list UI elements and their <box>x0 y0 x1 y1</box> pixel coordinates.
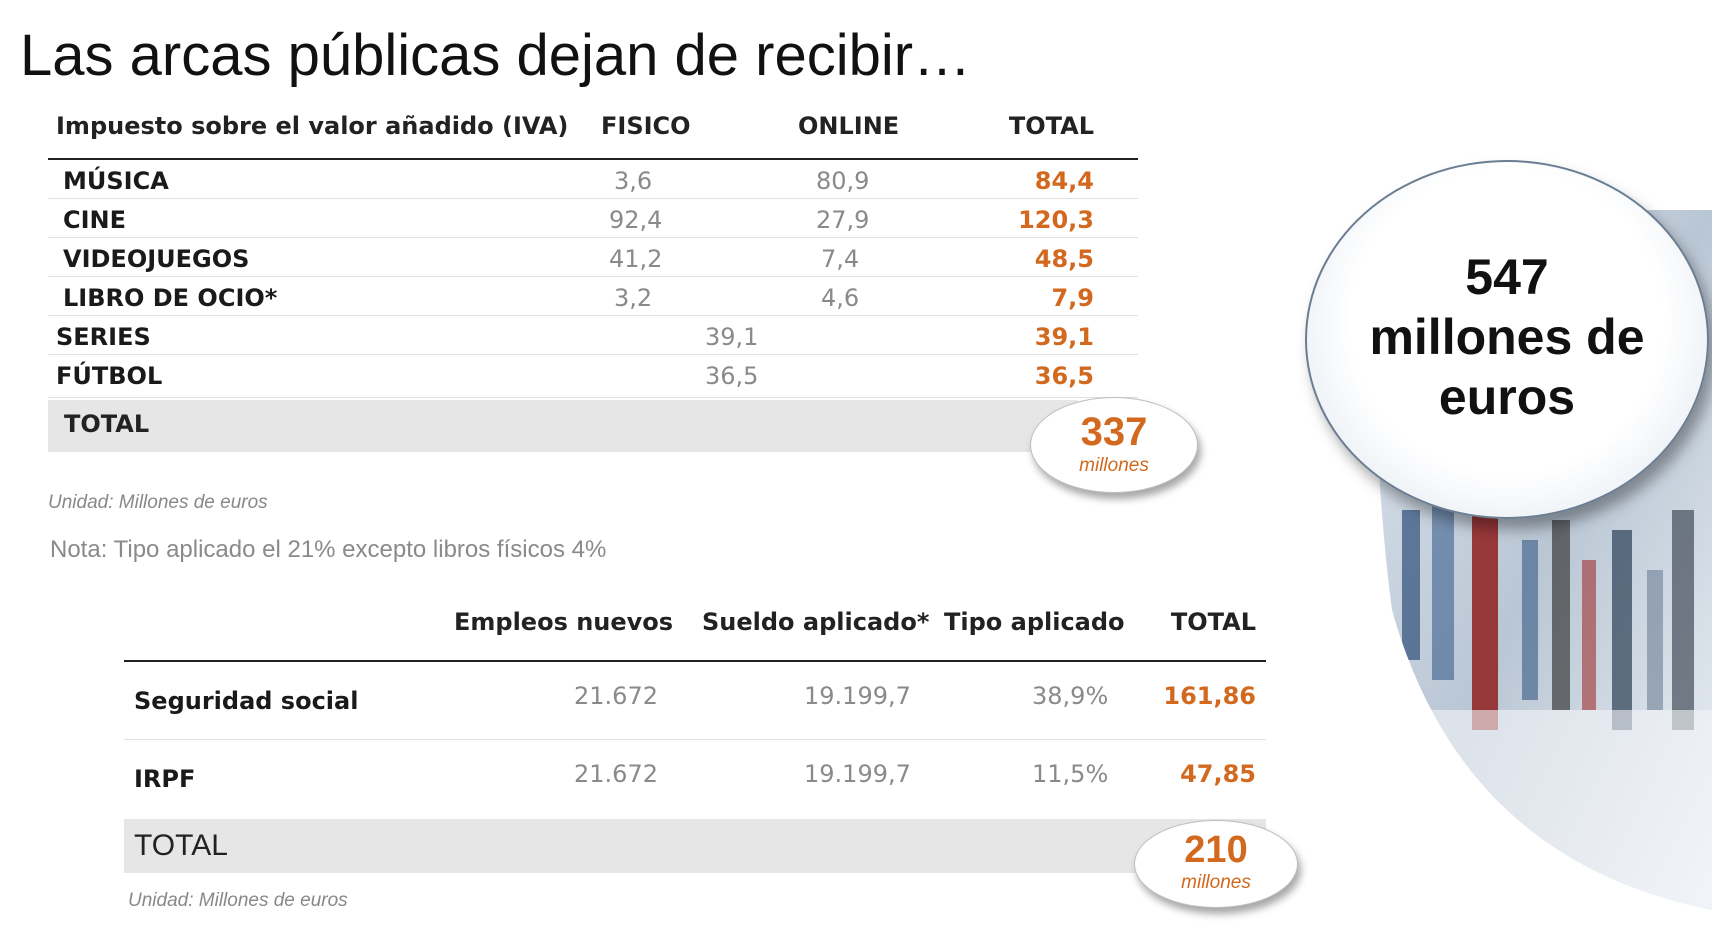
ss-total-bubble: 210 millones <box>1134 820 1298 908</box>
row-label: FÚTBOL <box>56 362 163 390</box>
header-sueldo: Sueldo aplicado* <box>702 608 930 636</box>
table-row: SERIES 39,1 39,1 <box>48 316 1138 355</box>
row-total: 47,85 <box>1180 760 1256 788</box>
row-tipo: 38,9% <box>1032 682 1109 710</box>
page-title: Las arcas públicas dejan de recibir… <box>20 23 972 88</box>
row-label: LIBRO DE OCIO* <box>63 284 278 312</box>
header-fisico: FISICO <box>601 112 691 140</box>
row-label: VIDEOJUEGOS <box>63 245 250 273</box>
iva-total-value: 337 <box>1080 410 1148 454</box>
row-label: CINE <box>63 206 127 234</box>
ss-total-value: 210 <box>1184 829 1248 871</box>
ss-table-header: Empleos nuevos Sueldo aplicado* Tipo apl… <box>124 600 1266 662</box>
row-fisico: 3,6 <box>614 167 653 195</box>
iva-total-bubble: 337 millones <box>1030 397 1198 493</box>
row-tipo: 11,5% <box>1032 760 1109 788</box>
table-row: VIDEOJUEGOS 41,2 7,4 48,5 <box>48 238 1138 277</box>
iva-unit-note: Unidad: Millones de euros <box>48 492 268 513</box>
row-label: Seguridad social <box>134 687 359 715</box>
row-empleos: 21.672 <box>574 760 658 788</box>
ss-table: Empleos nuevos Sueldo aplicado* Tipo apl… <box>124 600 1266 873</box>
summary-value: 547 <box>1465 249 1549 305</box>
ss-total-label: TOTAL <box>134 829 228 862</box>
row-empleos: 21.672 <box>574 682 658 710</box>
table-row: CINE 92,4 27,9 120,3 <box>48 199 1138 238</box>
row-combined: 36,5 <box>705 362 759 390</box>
row-fisico: 41,2 <box>609 245 663 273</box>
row-label: IRPF <box>134 765 196 793</box>
ss-unit-note: Unidad: Millones de euros <box>128 890 348 911</box>
row-total: 39,1 <box>1034 323 1094 351</box>
header-impuesto: Impuesto sobre el valor añadido (IVA) <box>56 112 569 140</box>
table-row: Seguridad social 21.672 19.199,7 38,9% 1… <box>124 662 1266 740</box>
row-fisico: 92,4 <box>609 206 663 234</box>
row-total: 7,9 <box>1051 284 1094 312</box>
summary-bubble: 547 millones de euros <box>1305 160 1709 519</box>
row-label: SERIES <box>56 323 151 351</box>
table-row: MÚSICA 3,6 80,9 84,4 <box>48 160 1138 199</box>
iva-table: Impuesto sobre el valor añadido (IVA) FI… <box>48 100 1138 452</box>
summary-line3: euros <box>1438 369 1576 425</box>
header-total: TOTAL <box>1008 112 1094 140</box>
row-online: 80,9 <box>816 167 870 195</box>
row-online: 7,4 <box>821 245 860 273</box>
row-total: 84,4 <box>1034 167 1094 195</box>
ss-total-band: TOTAL <box>124 819 1266 873</box>
header-online: ONLINE <box>798 112 900 140</box>
iva-note: Nota: Tipo aplicado el 21% excepto libro… <box>50 536 607 563</box>
row-total: 36,5 <box>1034 362 1094 390</box>
iva-total-unit: millones <box>1079 455 1149 476</box>
ss-total-unit: millones <box>1181 872 1251 893</box>
summary-line2: millones de <box>1369 309 1645 365</box>
table-row: IRPF 21.672 19.199,7 11,5% 47,85 <box>124 740 1266 817</box>
iva-total-band: TOTAL <box>48 400 1078 452</box>
row-total: 48,5 <box>1034 245 1094 273</box>
row-sueldo: 19.199,7 <box>804 682 911 710</box>
header-total: TOTAL <box>1170 608 1256 636</box>
row-online: 27,9 <box>816 206 870 234</box>
row-total: 161,86 <box>1163 682 1256 710</box>
table-row: FÚTBOL 36,5 36,5 <box>48 355 1138 398</box>
row-sueldo: 19.199,7 <box>804 760 911 788</box>
row-total: 120,3 <box>1018 206 1094 234</box>
row-fisico: 3,2 <box>614 284 653 312</box>
iva-table-header: Impuesto sobre el valor añadido (IVA) FI… <box>48 100 1138 160</box>
row-online: 4,6 <box>821 284 860 312</box>
iva-total-label: TOTAL <box>64 410 150 438</box>
row-combined: 39,1 <box>705 323 759 351</box>
table-row: LIBRO DE OCIO* 3,2 4,6 7,9 <box>48 277 1138 316</box>
header-tipo: Tipo aplicado <box>944 608 1125 636</box>
header-empleos: Empleos nuevos <box>454 608 674 636</box>
row-label: MÚSICA <box>63 167 169 195</box>
